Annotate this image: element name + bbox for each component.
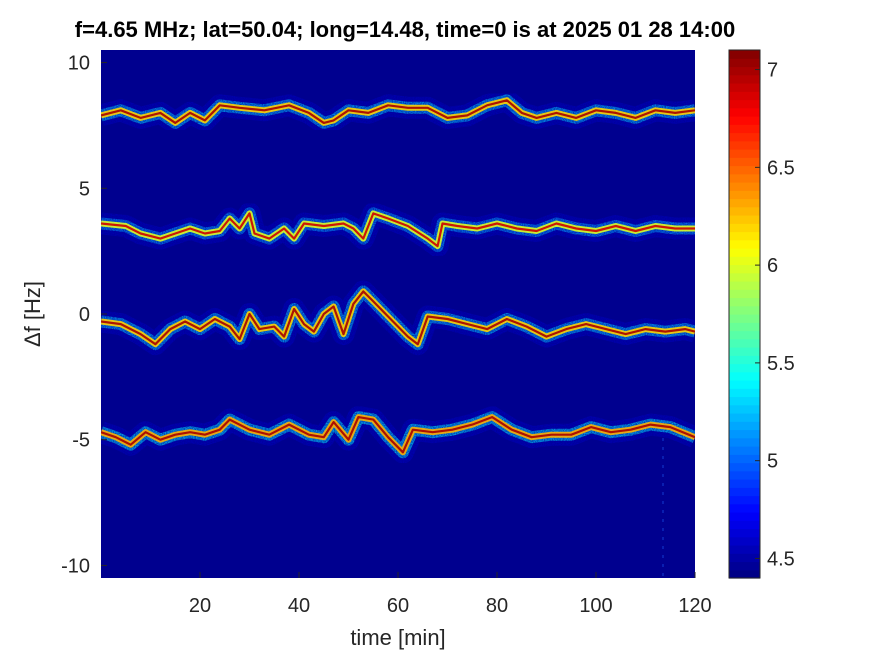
colorbar-step (729, 305, 760, 315)
colorbar-step (729, 355, 760, 365)
colorbar-step (729, 206, 760, 216)
colorbar-step (729, 330, 760, 340)
x-tick-label: 60 (387, 595, 409, 617)
colorbar-step (729, 388, 760, 398)
colorbar-step (729, 528, 760, 538)
colorbar-step (729, 512, 760, 521)
colorbar-step (729, 116, 760, 125)
colorbar-step (729, 132, 760, 142)
colorbar-tick-label: 6 (767, 255, 778, 277)
trace-1-core (101, 99, 695, 124)
colorbar-step (729, 462, 760, 472)
colorbar-step (729, 495, 760, 505)
colorbar-step (729, 536, 760, 546)
colorbar-step (729, 140, 760, 150)
colorbar-step (729, 256, 760, 266)
colorbar-step (729, 248, 760, 257)
colorbar-step (729, 231, 760, 241)
colorbar-tick-label: 5 (767, 451, 778, 473)
plot-area (101, 50, 695, 578)
trace-4-core (101, 416, 695, 454)
colorbar-step (729, 198, 760, 208)
colorbar-step (729, 264, 760, 274)
colorbar-step (729, 487, 760, 497)
colorbar-step (729, 50, 760, 59)
colorbar-step (729, 149, 760, 158)
colorbar-step (729, 503, 760, 513)
colorbar-step (729, 322, 760, 332)
colorbar-tick-label: 4.5 (767, 548, 795, 570)
x-tick-label: 40 (288, 595, 310, 617)
colorbar-step (729, 239, 760, 249)
colorbar-step (729, 289, 760, 299)
y-tick-label: 10 (68, 53, 90, 75)
colorbar-step (729, 173, 760, 183)
colorbar-step (729, 190, 760, 200)
colorbar-step (729, 338, 760, 348)
colorbar-step (729, 215, 760, 224)
x-tick-label: 80 (486, 595, 508, 617)
trace-4 (101, 406, 695, 464)
colorbar-step (729, 429, 760, 439)
chart-title: f=4.65 MHz; lat=50.04; long=14.48, time=… (75, 17, 735, 42)
colorbar-step (729, 281, 760, 290)
colorbar-step (729, 421, 760, 431)
colorbar-step (729, 91, 760, 101)
trace-3 (101, 280, 695, 356)
colorbar-step (729, 363, 760, 373)
y-tick-label: -10 (61, 555, 90, 577)
colorbar-frame (728, 49, 761, 579)
colorbar-step (729, 182, 760, 191)
trace-2 (101, 202, 695, 258)
colorbar-step (729, 520, 760, 530)
colorbar-step (729, 404, 760, 414)
colorbar-step (729, 74, 760, 84)
y-axis-label: Δf [Hz] (20, 281, 45, 347)
colorbar-tick-label: 7 (767, 60, 778, 82)
colorbar-step (729, 553, 760, 563)
colorbar-step (729, 454, 760, 464)
y-axis: -10 -5 0 5 10 (61, 53, 107, 577)
colorbar-step (729, 66, 760, 76)
colorbar-step (729, 99, 760, 109)
x-tick-label: 20 (189, 595, 211, 617)
colorbar-step (729, 272, 760, 282)
y-tick-label: 5 (79, 178, 90, 200)
trace-3-core (101, 290, 695, 346)
colorbar-step (729, 413, 760, 422)
colorbar-step (729, 124, 760, 134)
colorbar-step (729, 380, 760, 389)
x-axis: 20 40 60 80 100 120 (189, 572, 712, 617)
colorbar-step (729, 107, 760, 117)
x-tick-label: 100 (579, 595, 612, 617)
colorbar-step (729, 157, 760, 167)
colorbar-step (729, 297, 760, 307)
colorbar-step (729, 561, 760, 571)
colorbar-step (729, 165, 760, 175)
colorbar-step (729, 58, 760, 68)
trace-2-core (101, 212, 695, 248)
heatmap-traces (101, 89, 695, 464)
colorbar: 4.5 5 5.5 6 6.5 7 (728, 49, 795, 579)
trace-1 (101, 89, 695, 134)
y-tick-label: -5 (72, 430, 90, 452)
colorbar-tick-label: 6.5 (767, 157, 795, 179)
colorbar-step (729, 446, 760, 455)
colorbar-step (729, 545, 760, 554)
colorbar-step (729, 569, 760, 579)
colorbar-step (729, 470, 760, 480)
colorbar-step (729, 479, 760, 488)
x-tick-label: 120 (678, 595, 711, 617)
colorbar-step (729, 347, 760, 356)
x-axis-label: time [min] (350, 625, 445, 650)
colorbar-tick-label: 5.5 (767, 353, 795, 375)
colorbar-step (729, 83, 760, 92)
colorbar-step (729, 314, 760, 323)
colorbar-step (729, 223, 760, 233)
y-tick-label: 0 (79, 304, 90, 326)
colorbar-step (729, 396, 760, 406)
colorbar-step (729, 371, 760, 381)
colorbar-step (729, 437, 760, 447)
